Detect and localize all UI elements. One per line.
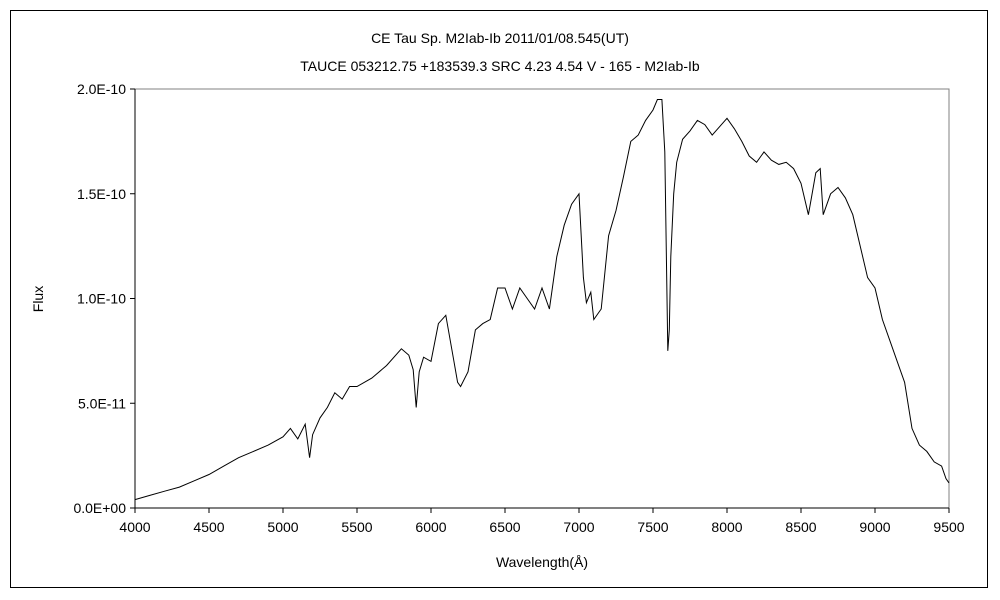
y-axis-label: Flux bbox=[30, 286, 46, 312]
x-tick-label: 8000 bbox=[711, 519, 742, 535]
x-tick-label: 8500 bbox=[785, 519, 816, 535]
y-axis-ticks: 0.0E+00 5.0E-11 1.0E-10 1.5E-10 2.0E-10 bbox=[73, 81, 135, 516]
spectrum-chart: CE Tau Sp. M2Iab-Ib 2011/01/08.545(UT) T… bbox=[30, 30, 965, 570]
x-tick-label: 5000 bbox=[267, 519, 298, 535]
x-tick-label: 4500 bbox=[193, 519, 224, 535]
x-tick-label: 9500 bbox=[933, 519, 964, 535]
chart-subtitle: TAUCE 053212.75 +183539.3 SRC 4.23 4.54 … bbox=[300, 58, 700, 74]
x-tick-label: 4000 bbox=[119, 519, 150, 535]
x-tick-label: 9000 bbox=[859, 519, 890, 535]
x-tick-label: 5500 bbox=[341, 519, 372, 535]
x-axis-ticks: 4000 4500 5000 5500 6000 6500 7000 7500 8000 8500… bbox=[119, 508, 965, 535]
chart-title: CE Tau Sp. M2Iab-Ib 2011/01/08.545(UT) bbox=[371, 30, 629, 46]
x-tick-label: 7500 bbox=[637, 519, 668, 535]
spectrum-line bbox=[134, 99, 950, 501]
x-tick-label: 6500 bbox=[489, 519, 520, 535]
plot-area bbox=[134, 88, 950, 509]
y-tick-label: 5.0E-11 bbox=[78, 395, 126, 411]
y-tick-label: 1.5E-10 bbox=[77, 186, 126, 202]
y-tick-label: 2.0E-10 bbox=[77, 81, 126, 97]
x-axis-label: Wavelength(Å) bbox=[496, 554, 588, 570]
x-tick-label: 6000 bbox=[415, 519, 446, 535]
chart-frame: CE Tau Sp. M2Iab-Ib 2011/01/08.545(UT) T… bbox=[10, 10, 988, 588]
y-tick-label: 1.0E-10 bbox=[77, 291, 126, 307]
y-tick-label: 0.0E+00 bbox=[73, 500, 126, 516]
x-tick-label: 7000 bbox=[563, 519, 594, 535]
